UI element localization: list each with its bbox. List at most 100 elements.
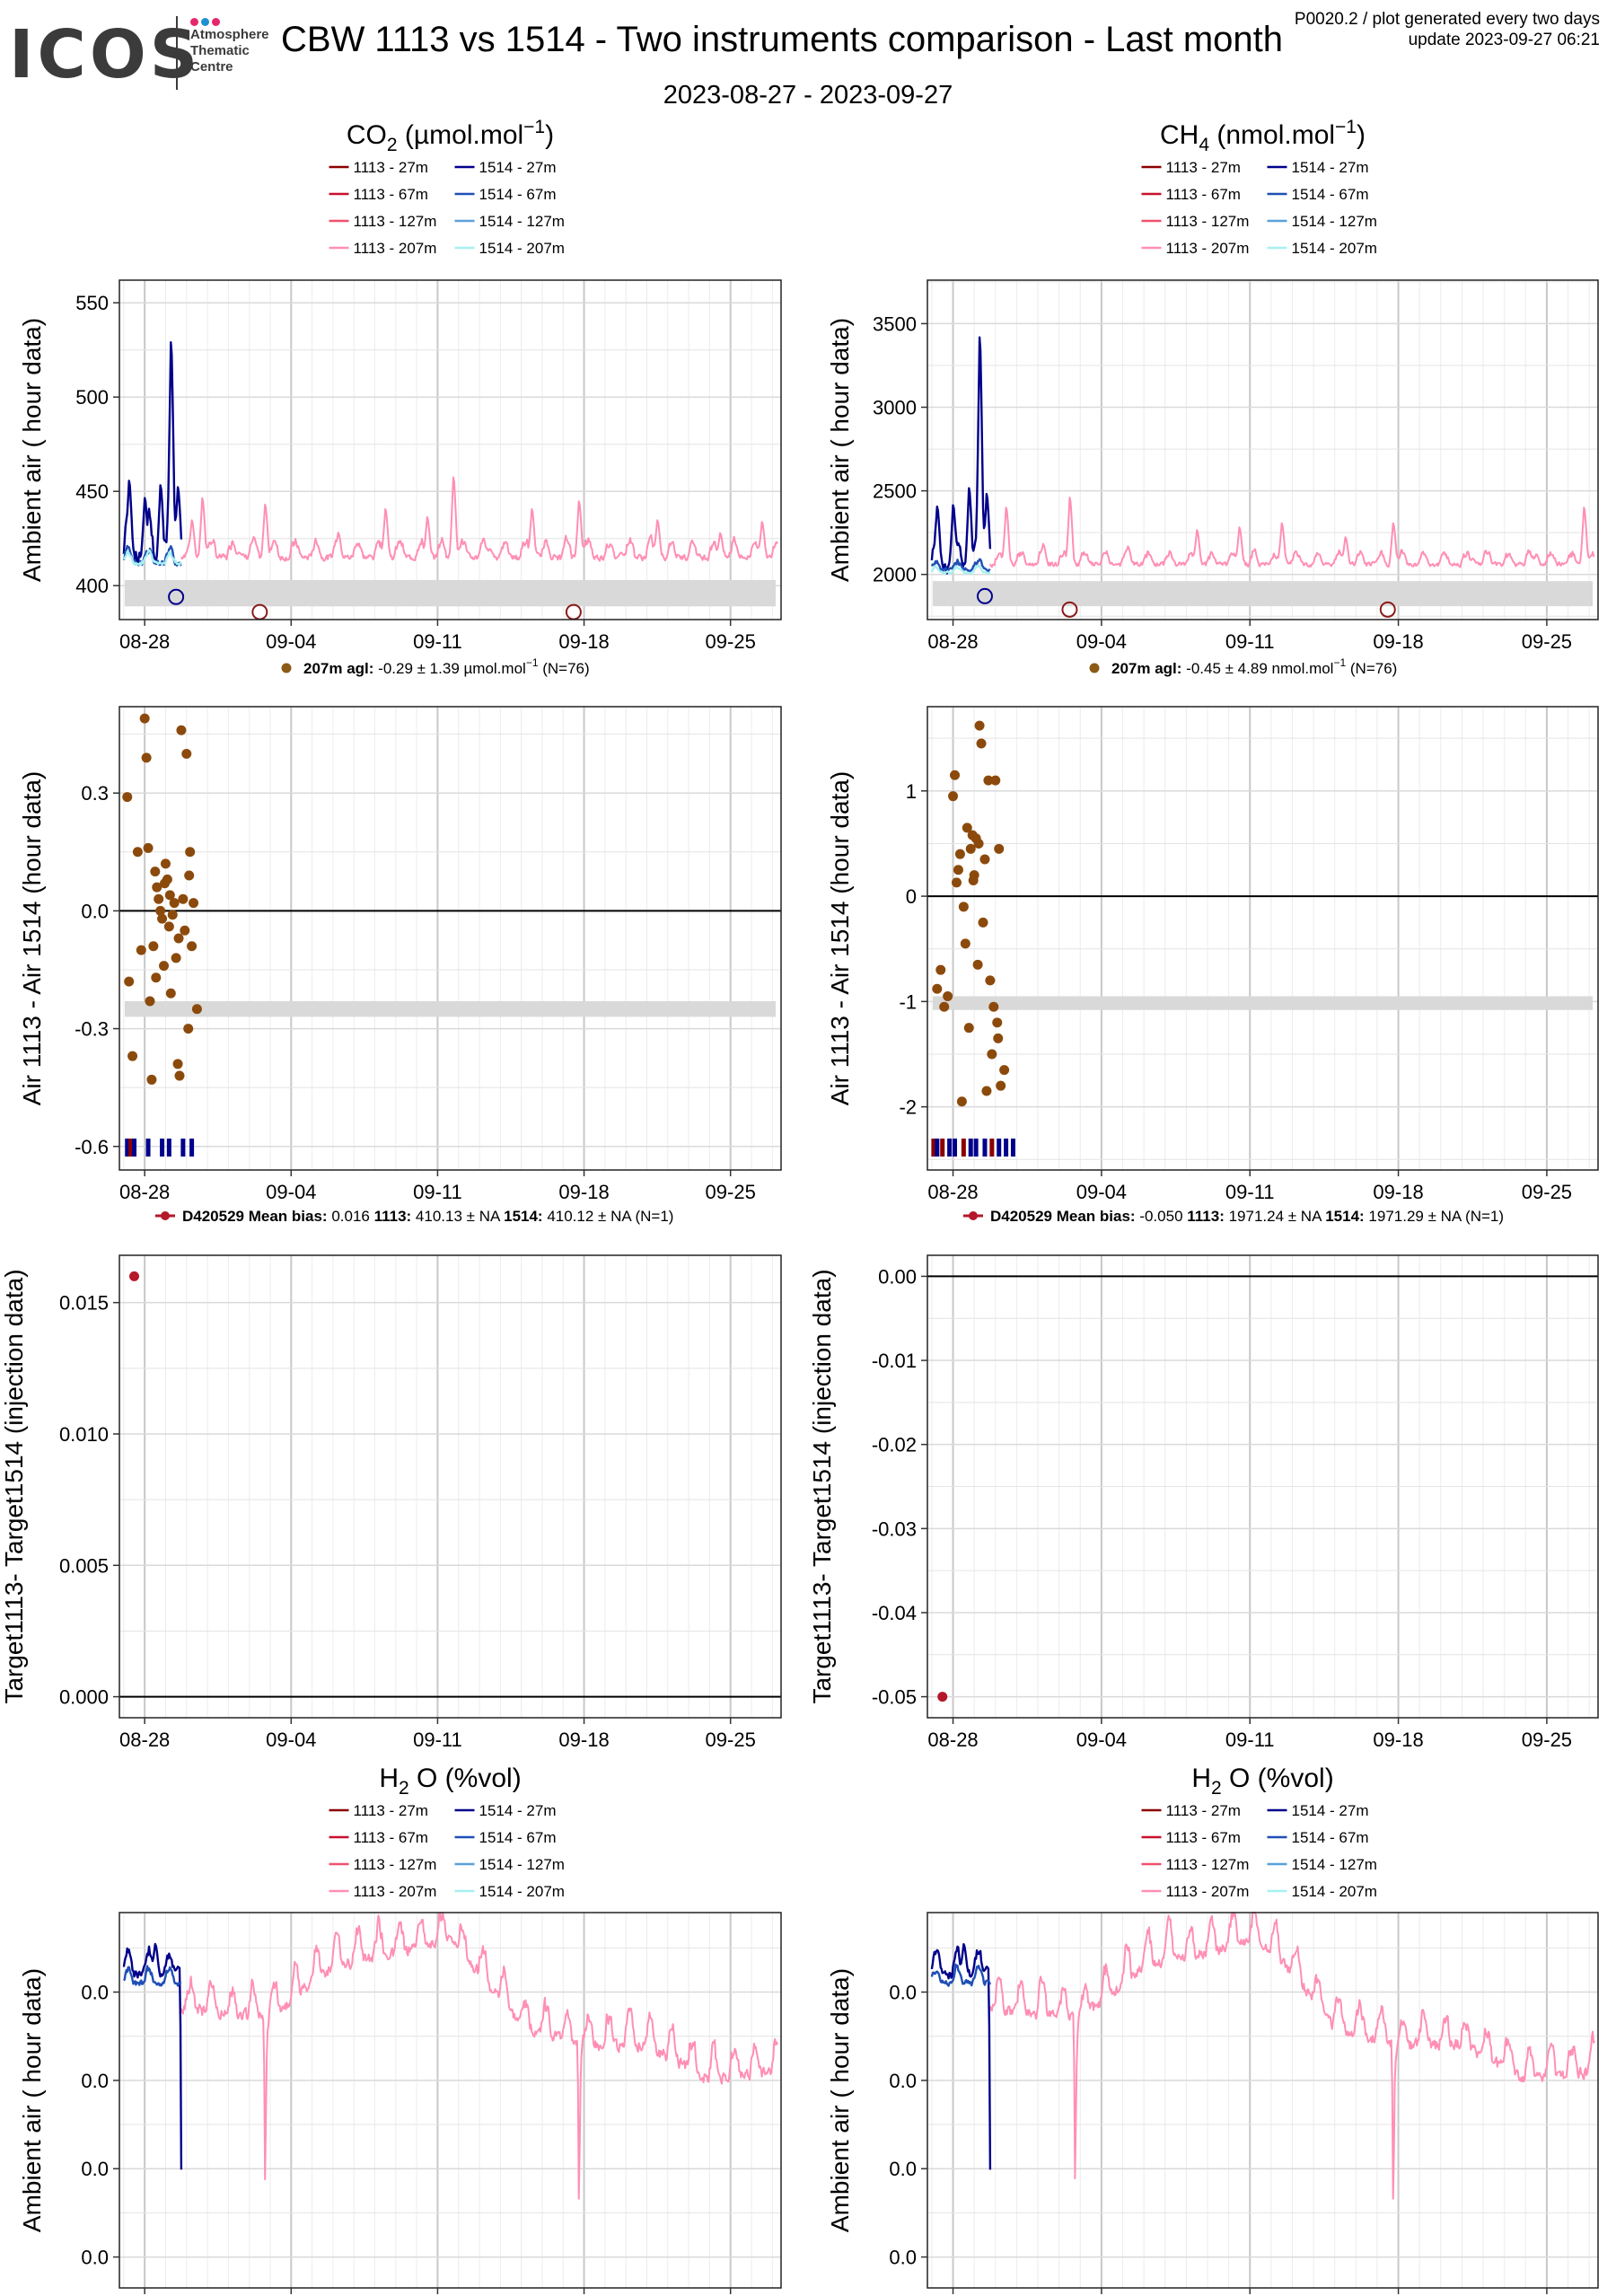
series-line bbox=[930, 558, 991, 573]
rug-mark bbox=[189, 1139, 195, 1157]
legend-label: 1514 - 27m bbox=[479, 159, 557, 176]
data-point bbox=[146, 1074, 157, 1085]
data-point bbox=[968, 875, 979, 885]
stat-label: 1113: bbox=[1187, 1208, 1225, 1225]
legend-label: 1514 - 207m bbox=[1292, 240, 1377, 257]
stat-superscript: −1 bbox=[1333, 656, 1346, 669]
rug-mark bbox=[953, 1139, 958, 1157]
plot-border bbox=[119, 1254, 782, 1719]
stat-value: 1971.29 ± NA (N=1) bbox=[1365, 1208, 1504, 1225]
y-tick-label: 400 bbox=[75, 575, 109, 597]
logo-dot bbox=[190, 18, 198, 26]
data-point bbox=[127, 1051, 138, 1061]
y-tick-label: -0.05 bbox=[872, 1686, 917, 1709]
plot-border bbox=[119, 1912, 782, 2289]
data-point bbox=[935, 964, 946, 975]
y-tick-label: 1 bbox=[906, 780, 917, 803]
rug-mark bbox=[931, 1139, 936, 1157]
data-point bbox=[993, 1033, 1004, 1043]
legend-label: 1514 - 207m bbox=[479, 1883, 565, 1900]
stat-label: 1113: bbox=[374, 1208, 412, 1225]
legend-label: 1514 - 67m bbox=[1292, 186, 1369, 203]
x-tick-label: 09-11 bbox=[1225, 1729, 1275, 1751]
legend-label: 1113 - 207m bbox=[354, 240, 437, 257]
title-superscript: −1 bbox=[523, 117, 545, 137]
x-tick-label: 08-28 bbox=[119, 630, 170, 653]
data-point bbox=[191, 1004, 202, 1015]
x-tick-label: 09-18 bbox=[1373, 630, 1423, 653]
stat-superscript: −1 bbox=[526, 656, 539, 669]
data-point bbox=[136, 945, 146, 955]
rug-mark bbox=[968, 1139, 973, 1157]
y-tick-label: 0.010 bbox=[59, 1423, 109, 1446]
series-line bbox=[122, 341, 183, 566]
chart-panel-ch4-diff: 08-28 09-04 09-11 09-18 09-25 -2 -1 0 1 Air 1113 … bbox=[826, 706, 1599, 1225]
plot-area bbox=[119, 707, 781, 1170]
y-tick-label: -2 bbox=[899, 1096, 917, 1119]
data-point bbox=[165, 988, 176, 998]
logo-dot bbox=[201, 18, 209, 26]
chart-title: H2 O (%vol) bbox=[379, 1764, 521, 1799]
data-point bbox=[974, 720, 985, 731]
data-point bbox=[173, 933, 184, 944]
generation-note: P0020.2 / plot generated every two days … bbox=[1295, 9, 1600, 50]
title-subscript: 4 bbox=[1199, 135, 1209, 155]
stat-value: -0.45 ± 4.89 nmol.mol bbox=[1181, 660, 1333, 677]
rug-mark bbox=[128, 1139, 134, 1157]
data-point bbox=[160, 858, 171, 869]
legend-label: 1113 - 27m bbox=[354, 159, 428, 176]
data-point bbox=[956, 1096, 967, 1107]
title-close: ) bbox=[1357, 120, 1366, 150]
logo-dots-icon bbox=[190, 14, 223, 31]
stat-label: Mean bias: bbox=[1057, 1208, 1136, 1225]
x-tick-label: 09-04 bbox=[266, 1181, 316, 1203]
uncertainty-band bbox=[933, 996, 1593, 1010]
legend-label: 1514 - 27m bbox=[479, 1802, 557, 1819]
rug-mark bbox=[132, 1139, 137, 1157]
series-line bbox=[988, 497, 1595, 568]
data-point bbox=[937, 1692, 948, 1702]
x-tick-label: 08-28 bbox=[119, 1729, 170, 1751]
x-tick-label: 08-28 bbox=[927, 1181, 978, 1203]
data-point bbox=[987, 1049, 997, 1060]
x-tick-label: 09-25 bbox=[1522, 1729, 1572, 1751]
y-tick-label: 2500 bbox=[873, 480, 917, 503]
stat-label: 207m agl: bbox=[303, 660, 373, 677]
rug-mark bbox=[947, 1139, 953, 1157]
y-tick-label: 0.0 bbox=[889, 1982, 917, 2004]
legend-label: 1113 - 67m bbox=[354, 1829, 428, 1846]
uncertainty-band bbox=[933, 581, 1593, 607]
plot-area bbox=[927, 707, 1598, 1170]
stat-value: -0.050 bbox=[1136, 1208, 1188, 1225]
stat-value: -0.29 ± 1.39 µmol.mol bbox=[373, 660, 525, 677]
data-point bbox=[124, 976, 135, 987]
data-point bbox=[973, 838, 984, 849]
y-tick-label: 0.015 bbox=[59, 1292, 109, 1315]
stat-count: (N=76) bbox=[539, 660, 590, 677]
data-point bbox=[148, 941, 159, 952]
page-title: CBW 1113 vs 1514 - Two instruments compa… bbox=[281, 20, 1284, 59]
x-tick-label: 09-04 bbox=[266, 630, 316, 653]
plot-border bbox=[927, 1912, 1599, 2289]
y-axis-label: Ambient air ( hour data) bbox=[826, 318, 854, 582]
plot-border bbox=[119, 706, 782, 1171]
chart-panel-co2-ambient: 08-28 09-04 09-11 09-18 09-25 400 450 500 550 Amb… bbox=[18, 117, 782, 677]
title-main: CO bbox=[347, 120, 387, 150]
data-point bbox=[976, 738, 987, 749]
chart-panel-h2o-ambient-right: 08-2809-0409-1109-1809-250.00.00.00.0Amb… bbox=[826, 1764, 1599, 2294]
data-point bbox=[996, 1080, 1006, 1091]
y-tick-label: 0.005 bbox=[59, 1554, 109, 1577]
rug-mark bbox=[989, 1139, 995, 1157]
y-tick-label: 0.0 bbox=[889, 2247, 917, 2269]
data-point bbox=[171, 953, 181, 963]
chart-panel-ch4-ambient: 08-28 09-04 09-11 09-18 09-25 2000 2500 3000 350… bbox=[826, 117, 1599, 677]
series-line bbox=[930, 564, 991, 576]
y-tick-label: 450 bbox=[75, 480, 109, 503]
y-tick-label: 0.0 bbox=[81, 2070, 109, 2092]
rug-mark bbox=[935, 1139, 940, 1157]
data-point bbox=[983, 775, 994, 786]
rug-mark bbox=[125, 1139, 130, 1157]
legend-label: 1113 - 67m bbox=[1166, 186, 1241, 203]
y-tick-label: -0.01 bbox=[872, 1350, 917, 1372]
legend-label: 1514 - 207m bbox=[479, 240, 565, 257]
